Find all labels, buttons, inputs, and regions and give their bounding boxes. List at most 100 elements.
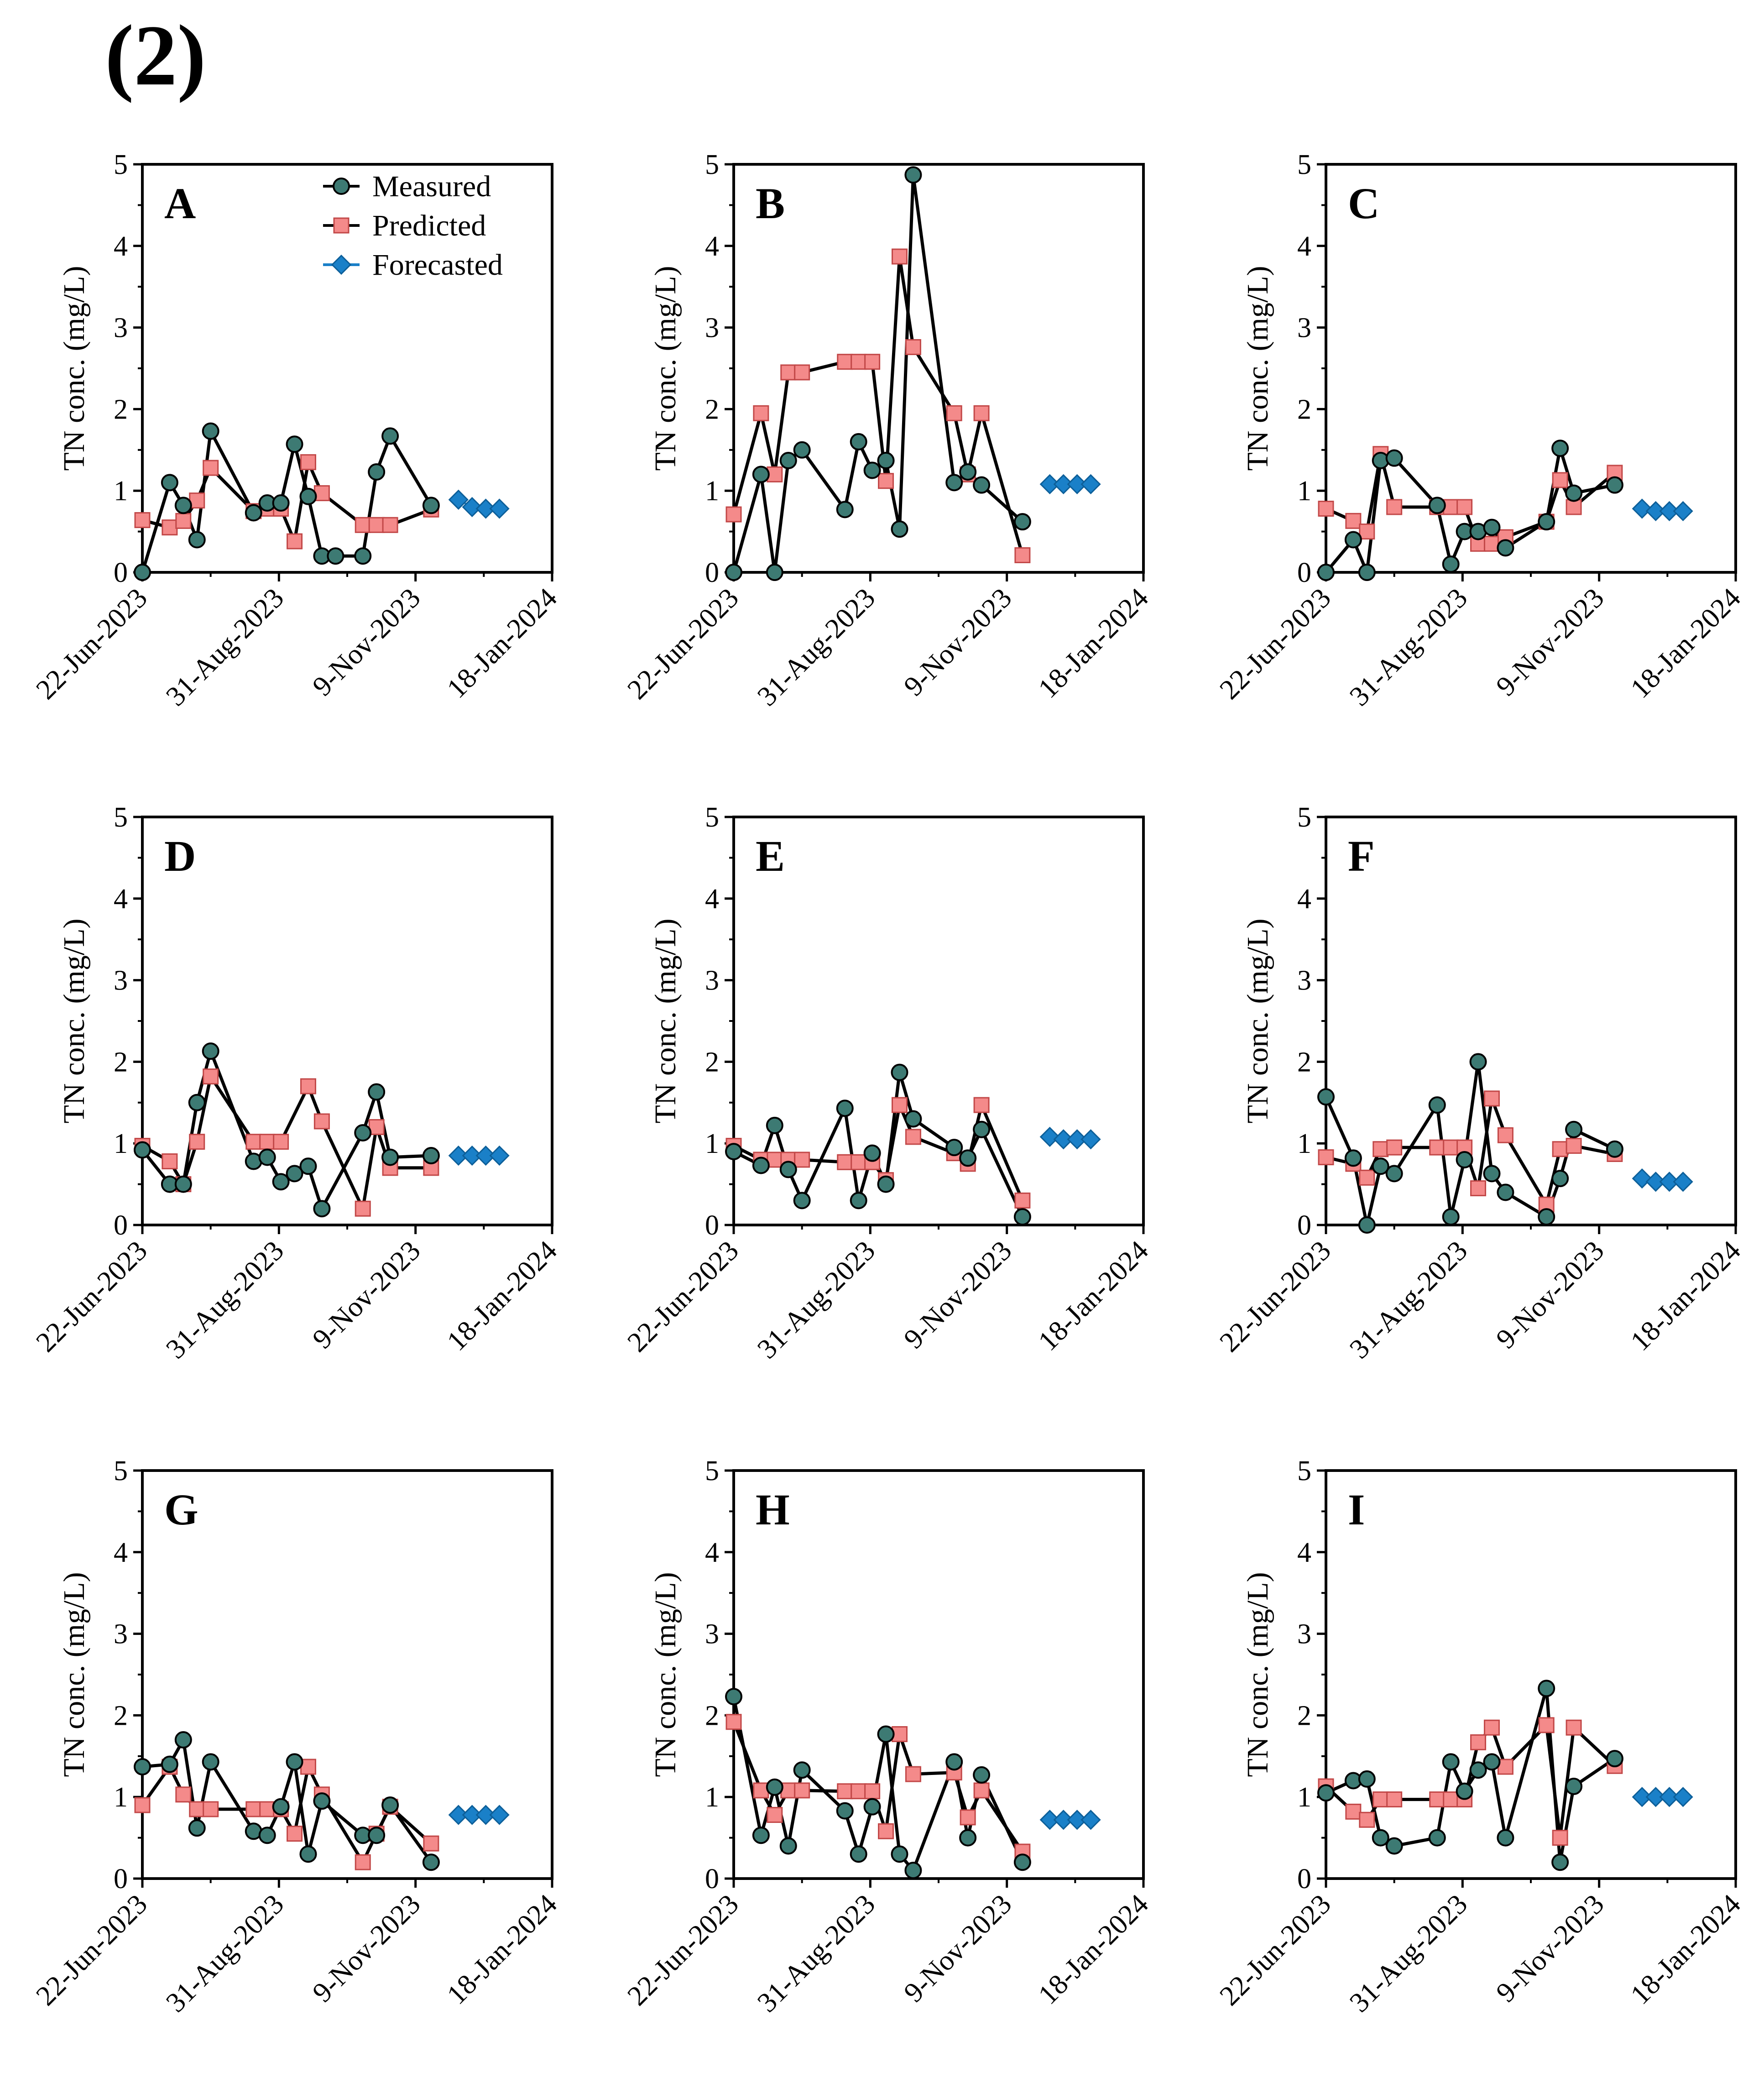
panel-h-predicted-point — [974, 1783, 989, 1798]
panel-b-measured-point — [767, 565, 783, 580]
panel-b-predicted-point — [726, 507, 741, 522]
panel-d-predicted-point — [355, 1201, 370, 1216]
panel-h: 0 1 2 3 4 5 22-Jun-2023 31-Aug-2023 9-Nov-2023 18… — [621, 1455, 1154, 2018]
panel-c-measured-point — [1443, 556, 1459, 572]
legend-forecasted-label: Forecasted — [372, 248, 503, 282]
panel-h-ytick-label: 5 — [705, 1455, 719, 1487]
panel-a-predicted-point — [355, 518, 370, 532]
panel-c-measured-point — [1498, 540, 1513, 555]
panel-c-ytick-label: 0 — [1297, 557, 1311, 588]
panel-e-ytick-label: 5 — [705, 802, 719, 833]
panel-c-measured-point — [1387, 450, 1402, 466]
panel-f-measured-point — [1552, 1171, 1568, 1186]
panel-g-measured-point — [314, 1793, 329, 1809]
panel-c-measured-point — [1552, 440, 1568, 456]
panel-c-xtick-label: 9-Nov-2023 — [1490, 582, 1610, 702]
panel-f-measured-point — [1457, 1152, 1472, 1167]
panel-h-xtick-label: 18-Jan-2024 — [1033, 1889, 1154, 2010]
panel-f-ylabel: TN conc. (mg/L) — [1241, 918, 1274, 1123]
panel-g-ytick-label: 4 — [114, 1537, 128, 1568]
panel-a-ytick-label: 5 — [114, 149, 128, 180]
panel-f-predicted-point — [1387, 1140, 1402, 1155]
panel-c-measured-point — [1430, 497, 1445, 513]
panel-d-ytick-label: 2 — [114, 1047, 128, 1078]
panel-a-ytick-label: 1 — [114, 476, 128, 507]
panel-i-predicted-point — [1373, 1792, 1388, 1807]
panel-c-predicted-point — [1457, 500, 1472, 514]
panel-b-ytick-label: 1 — [705, 476, 719, 507]
panel-h-measured-point — [851, 1846, 866, 1862]
panel-d-predicted-point — [301, 1079, 315, 1094]
panel-e-predicted-point — [1015, 1193, 1030, 1208]
panel-h-letter: H — [756, 1485, 790, 1534]
panel-f-measured-point — [1359, 1217, 1375, 1233]
panel-f-measured-point — [1607, 1141, 1623, 1157]
panel-f-predicted-point — [1484, 1091, 1499, 1106]
panel-e-measured-point — [1015, 1209, 1030, 1225]
panel-h-measured-point — [974, 1767, 989, 1783]
panel-d-measured-point — [355, 1125, 371, 1141]
panel-e-measured-point — [851, 1193, 866, 1208]
panel-f-forecasted-point — [1674, 1173, 1692, 1191]
panel-h-measured-point — [767, 1780, 783, 1795]
panel-c-measured-point — [1359, 565, 1375, 580]
panel-g-ylabel: TN conc. (mg/L) — [57, 1572, 91, 1777]
panel-d-ytick-label: 5 — [114, 802, 128, 833]
panel-i-ytick-label: 3 — [1297, 1619, 1311, 1650]
panel-h-measured-point — [794, 1762, 810, 1778]
panel-e-ytick-label: 2 — [705, 1047, 719, 1078]
panel-i-ytick-label: 0 — [1297, 1864, 1311, 1895]
panel-g-measured-point — [287, 1754, 303, 1769]
panel-d-measured-point — [314, 1201, 329, 1216]
legend-forecasted-marker — [332, 256, 350, 274]
panel-c-ytick-label: 3 — [1297, 313, 1311, 344]
panel-b-ytick-label: 2 — [705, 394, 719, 425]
figure-label: (2) — [105, 8, 206, 104]
panel-b-measured-point — [753, 466, 769, 482]
panel-f-measured-point — [1566, 1122, 1581, 1137]
panel-c: 0 1 2 3 4 5 22-Jun-2023 31-Aug-2023 9-Nov-2023 18… — [1214, 149, 1747, 712]
panel-i-measured-point — [1607, 1751, 1623, 1766]
panel-a-measured-point — [300, 489, 316, 504]
panel-b-measured-point — [892, 521, 907, 537]
panel-h-predicted-point — [960, 1810, 975, 1825]
panel-h-measured-point — [865, 1799, 880, 1815]
panel-g-measured-point — [176, 1732, 191, 1748]
panel-d-predicted-point — [190, 1135, 204, 1149]
panel-d-forecasted-point — [491, 1146, 509, 1165]
legend-measured-label: Measured — [372, 170, 491, 203]
panel-b-measured-point — [781, 453, 796, 468]
panel-d-xtick-label: 18-Jan-2024 — [441, 1235, 563, 1357]
panel-e-measured-point — [905, 1111, 921, 1127]
panel-i-ytick-label: 1 — [1297, 1782, 1311, 1813]
panel-i-xtick-label: 18-Jan-2024 — [1625, 1889, 1747, 2010]
panel-e-measured-point — [892, 1065, 907, 1080]
panel-g-measured-point — [382, 1797, 398, 1813]
panel-h-measured-point — [905, 1863, 921, 1878]
panel-f-xtick-label: 31-Aug-2023 — [1344, 1235, 1473, 1365]
panel-b-xtick-label: 9-Nov-2023 — [898, 582, 1018, 702]
panel-g-xtick-label: 18-Jan-2024 — [441, 1889, 563, 2010]
panel-b-xtick-label: 22-Jun-2023 — [621, 582, 745, 706]
panel-d-predicted-point — [204, 1069, 218, 1084]
panel-h-ytick-label: 1 — [705, 1782, 719, 1813]
panel-e-ytick-label: 4 — [705, 884, 719, 915]
panel-g-xtick-label: 22-Jun-2023 — [30, 1889, 153, 2012]
panel-b-forecasted-point — [1082, 475, 1100, 493]
panel-b-predicted-point — [879, 474, 893, 488]
panel-i-measured-point — [1443, 1754, 1459, 1769]
panel-e-ylabel: TN conc. (mg/L) — [649, 918, 682, 1123]
panel-e-predicted-point — [906, 1130, 920, 1144]
panel-d-predicted-point — [246, 1135, 261, 1149]
panel-f-ytick-label: 5 — [1297, 802, 1311, 833]
panel-b-predicted-point — [865, 355, 880, 369]
panel-d-letter: D — [164, 832, 196, 880]
panel-d-measured-point — [300, 1158, 316, 1174]
panel-d-xtick-label: 31-Aug-2023 — [160, 1235, 290, 1365]
legend-predicted-label: Predicted — [372, 209, 486, 242]
panel-g: 01234522-Jun-2023 31-Aug-2023 9-Nov-2023 18… — [30, 1455, 563, 2018]
panel-a-measured-point — [203, 424, 219, 439]
panel-g-predicted-point — [190, 1802, 204, 1816]
panel-c-ytick-label: 5 — [1297, 149, 1311, 180]
panel-b-measured-point — [726, 565, 741, 580]
